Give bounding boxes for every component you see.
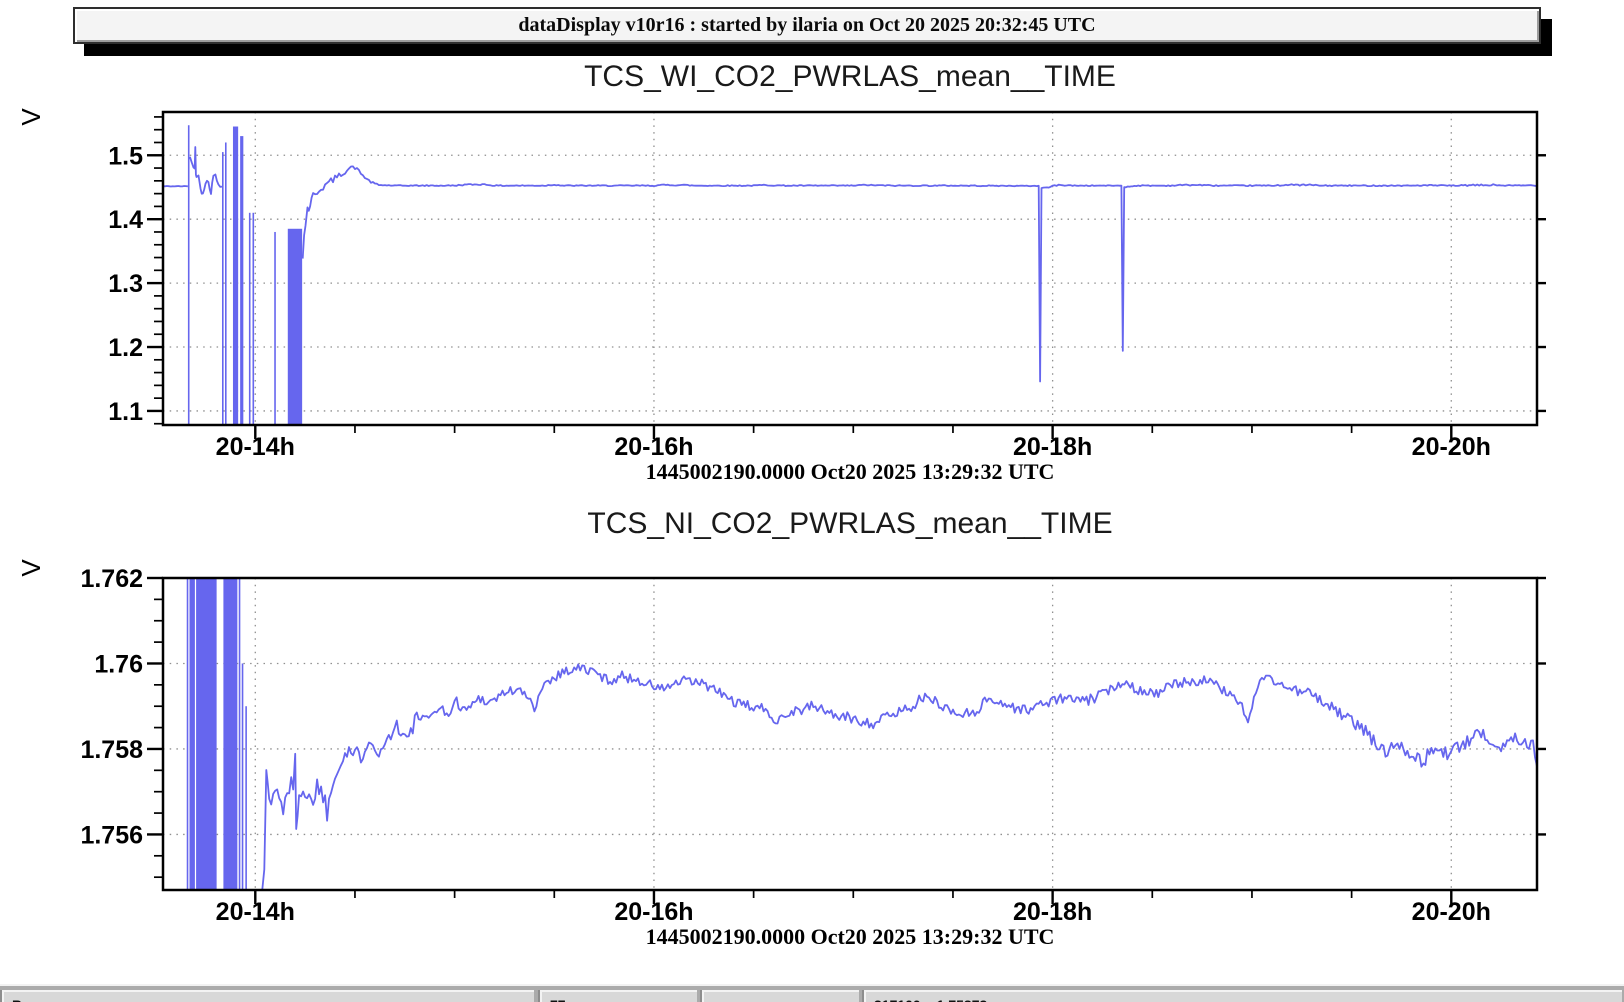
plot-frame	[161, 576, 1539, 892]
series-line	[301, 165, 1537, 383]
y-tick-label: 1.3	[108, 270, 143, 298]
series-line	[189, 146, 223, 195]
x-tick-label: 20-20h	[1412, 433, 1491, 461]
x-tick-label: 20-16h	[614, 433, 693, 461]
offscale-noise-band	[238, 578, 241, 890]
offscale-noise-band	[240, 136, 244, 425]
offscale-noise-band	[248, 212, 251, 425]
plot-2: 1.762 1.76 1.758 1.756 20-14h 20-16h 20-18h 20-…	[16, 507, 1546, 949]
window-title-bar: dataDisplay v10r16 : started by ilaria o…	[73, 7, 1541, 44]
plot-footer-timestamp: 1445002190.0000 Oct20 2025 13:29:32 UTC	[646, 924, 1055, 949]
y-tick-label: 1.1	[108, 398, 143, 426]
status-bar: B 77 317100 = 1.75873	[0, 984, 1624, 1002]
offscale-noise-band	[287, 228, 303, 425]
offscale-noise-band	[232, 126, 239, 425]
offscale-noise-band	[189, 578, 195, 890]
offscale-noise-band	[245, 706, 247, 890]
x-tick-label: 20-14h	[216, 898, 295, 926]
x-tick-label: 20-18h	[1013, 433, 1092, 461]
offscale-noise-band	[224, 142, 227, 425]
plot-frame	[161, 110, 1539, 427]
offscale-noise-band	[223, 578, 238, 890]
x-tick-label: 20-20h	[1412, 898, 1491, 926]
y-tick-label: 1.76	[94, 650, 143, 678]
y-tick-label: 1.756	[80, 821, 143, 849]
offscale-noise-band	[186, 578, 189, 890]
y-tick-label: 1.762	[80, 565, 143, 593]
status-panel-4[interactable]: 317100 = 1.75873	[864, 990, 1622, 1002]
plot-title: TCS_NI_CO2_PWRLAS_mean__TIME	[587, 507, 1112, 540]
y-tick-label: 1.4	[108, 206, 143, 234]
offscale-noise-band	[241, 663, 244, 890]
y-axis-unit-label: V	[16, 108, 46, 126]
y-axis-unit-label: V	[16, 559, 46, 577]
series-group	[163, 125, 1537, 425]
plot-1: 1.5 1.4 1.3 1.2 1.1 20-14h 20-16h 20-18h 20-20h T…	[16, 60, 1546, 484]
x-tick-label: 20-16h	[614, 898, 693, 926]
plot-title: TCS_WI_CO2_PWRLAS_mean__TIME	[584, 60, 1116, 93]
status-panel-1[interactable]: B	[2, 990, 534, 1002]
y-tick-label: 1.758	[80, 736, 143, 764]
status-panel-3[interactable]	[702, 990, 859, 1002]
offscale-noise-band	[252, 212, 255, 425]
offscale-noise-band	[187, 125, 190, 425]
series-line	[163, 185, 189, 188]
offscale-noise-band	[274, 231, 276, 425]
y-tick-label: 1.2	[108, 334, 143, 362]
series-line	[261, 663, 1537, 890]
x-tick-label: 20-14h	[216, 433, 295, 461]
x-tick-label: 20-18h	[1013, 898, 1092, 926]
offscale-noise-band	[196, 578, 217, 890]
status-panel-2[interactable]: 77	[540, 990, 697, 1002]
window-title-text: dataDisplay v10r16 : started by ilaria o…	[518, 14, 1096, 36]
offscale-noise-band	[222, 152, 224, 425]
plot-footer-timestamp: 1445002190.0000 Oct20 2025 13:29:32 UTC	[646, 459, 1055, 484]
y-tick-label: 1.5	[108, 142, 143, 170]
series-group	[186, 578, 1537, 890]
